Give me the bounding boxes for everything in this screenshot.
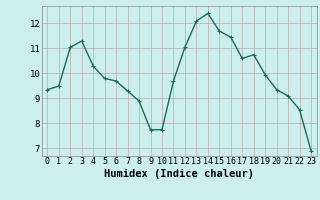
X-axis label: Humidex (Indice chaleur): Humidex (Indice chaleur): [104, 169, 254, 179]
